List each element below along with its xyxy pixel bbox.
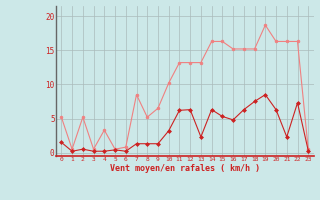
X-axis label: Vent moyen/en rafales ( km/h ): Vent moyen/en rafales ( km/h ) xyxy=(110,164,260,173)
